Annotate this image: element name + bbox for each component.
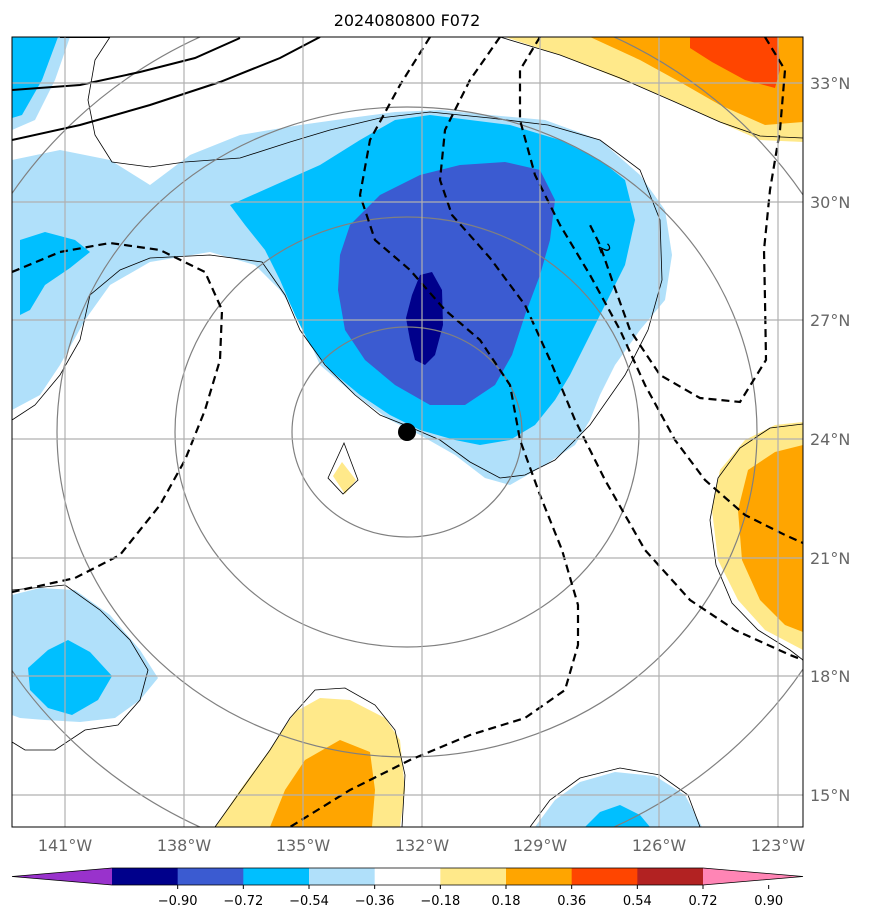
lower-left-negative-core <box>28 640 112 715</box>
lat-label: 33°N <box>810 74 850 93</box>
colorbar-tick-label: 0.90 <box>754 894 783 909</box>
bottom-negative-region <box>535 772 702 827</box>
colorbar-tick-label: 0.72 <box>689 894 718 909</box>
colorbar-outline <box>11 867 804 886</box>
colorbar-tick-label: 0.18 <box>492 894 521 909</box>
colorbar-tick-label: 0.54 <box>623 894 652 909</box>
lat-axis: 33°N 30°N 27°N 24°N 21°N 18°N 15°N <box>810 74 850 805</box>
colorbar-bin <box>309 868 376 885</box>
colorbar-bin <box>112 868 179 885</box>
colorbar-tick-label: −0.72 <box>223 894 263 909</box>
colorbar-bin <box>571 868 638 885</box>
negative-anomaly-strong-region <box>338 162 555 405</box>
lon-label: 126°W <box>632 836 687 855</box>
lon-label: 135°W <box>276 836 331 855</box>
lon-label: 132°W <box>395 836 450 855</box>
colorbar-extend-high <box>703 868 803 885</box>
colorbar-bin <box>440 868 507 885</box>
small-positive-patch <box>333 462 356 494</box>
colorbar-tick-label: 0.36 <box>557 894 586 909</box>
lat-label: 18°N <box>810 667 850 686</box>
lon-axis: 141°W 138°W 135°W 132°W 129°W 126°W 123°… <box>38 836 806 855</box>
map-frame <box>11 36 804 828</box>
lat-label: 30°N <box>810 193 850 212</box>
zero-contours <box>12 37 803 827</box>
colorbar-bin <box>374 868 441 885</box>
colorbar-bin <box>637 868 704 885</box>
lat-label: 21°N <box>810 549 850 568</box>
lon-label: 141°W <box>38 836 93 855</box>
top-right-positive-strong <box>690 37 780 88</box>
map-panel: 2 <box>12 37 803 827</box>
colorbar-bin <box>177 868 244 885</box>
colorbar-tick-label: −0.54 <box>289 894 329 909</box>
left-negative-patch <box>20 232 90 315</box>
figure-title: 2024080800 F072 <box>334 11 481 30</box>
negative-anomaly-core-region <box>406 272 443 365</box>
colorbar-tick-label: −0.18 <box>420 894 460 909</box>
lon-label: 138°W <box>157 836 212 855</box>
colorbar-bin <box>506 868 573 885</box>
right-positive-mid <box>738 445 803 632</box>
solid-contours <box>12 37 321 141</box>
bottom-positive-mid <box>270 740 375 827</box>
storm-center-marker <box>398 423 416 441</box>
top-left-negative-core <box>12 37 58 118</box>
bottom-negative-core <box>585 805 650 827</box>
radius-circles <box>12 37 803 827</box>
lat-label: 24°N <box>810 430 850 449</box>
lat-label: 27°N <box>810 311 850 330</box>
colorbar-tick-label: −0.90 <box>158 894 198 909</box>
colorbar-tick-label: −0.36 <box>355 894 395 909</box>
colorbar-bin <box>243 868 310 885</box>
colorbar-extend-low <box>12 868 112 885</box>
lon-label: 123°W <box>751 836 806 855</box>
lon-label: 129°W <box>513 836 568 855</box>
lat-label: 15°N <box>810 786 850 805</box>
colorbar: −0.90 −0.72 −0.54 −0.36 −0.18 0.18 0.36 0.54 0.7… <box>11 867 804 909</box>
